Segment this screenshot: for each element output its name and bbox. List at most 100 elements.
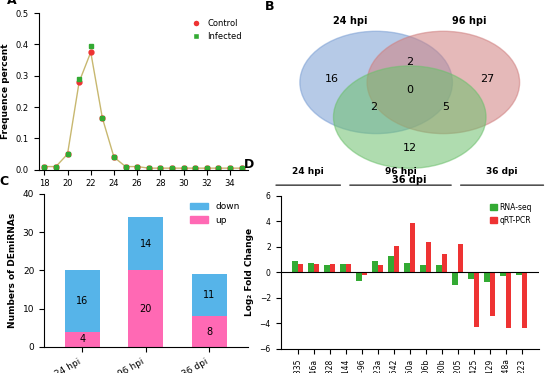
Control bbox=[238, 166, 245, 170]
Text: 27: 27 bbox=[480, 74, 494, 84]
Infected bbox=[134, 164, 140, 169]
Infected bbox=[41, 164, 48, 169]
Bar bbox=[192, 274, 227, 316]
Bar bbox=[468, 272, 474, 279]
Text: 12: 12 bbox=[403, 143, 417, 153]
Line: Control: Control bbox=[42, 50, 244, 170]
Bar bbox=[516, 272, 521, 275]
Bar bbox=[442, 254, 447, 272]
Text: 0: 0 bbox=[406, 85, 413, 95]
Bar bbox=[410, 223, 415, 272]
Infected bbox=[169, 166, 175, 170]
Bar bbox=[308, 263, 314, 272]
Legend: RNA-seq, qRT-PCR: RNA-seq, qRT-PCR bbox=[487, 200, 535, 228]
Control bbox=[41, 164, 48, 169]
Control bbox=[111, 155, 117, 159]
Text: D: D bbox=[244, 158, 255, 171]
Control bbox=[122, 164, 129, 169]
Text: 16: 16 bbox=[325, 74, 339, 84]
Text: 14: 14 bbox=[140, 239, 152, 249]
Control bbox=[53, 164, 59, 169]
Infected bbox=[122, 164, 129, 169]
Infected bbox=[111, 155, 117, 159]
Text: A: A bbox=[7, 0, 17, 7]
Bar bbox=[324, 265, 330, 272]
Y-axis label: Log₂ Fold Change: Log₂ Fold Change bbox=[245, 228, 254, 316]
Control bbox=[215, 166, 222, 170]
Text: 24 hpi: 24 hpi bbox=[333, 16, 367, 26]
Bar bbox=[346, 264, 351, 272]
Text: 11: 11 bbox=[203, 290, 216, 300]
Control bbox=[146, 166, 152, 170]
Bar bbox=[404, 263, 410, 272]
Infected bbox=[238, 166, 245, 170]
Legend: down, up: down, up bbox=[186, 198, 243, 228]
Circle shape bbox=[333, 66, 486, 168]
Bar bbox=[426, 242, 431, 272]
Control bbox=[87, 50, 94, 54]
Infected bbox=[99, 116, 106, 120]
Control bbox=[227, 166, 233, 170]
Bar bbox=[128, 270, 163, 347]
Circle shape bbox=[300, 31, 453, 134]
Text: C: C bbox=[0, 175, 8, 188]
Control bbox=[169, 166, 175, 170]
Text: 36 dpi: 36 dpi bbox=[486, 167, 518, 176]
Text: 5: 5 bbox=[442, 102, 449, 112]
Control bbox=[192, 166, 199, 170]
Bar bbox=[330, 264, 336, 272]
Bar bbox=[340, 264, 346, 272]
Control bbox=[157, 166, 164, 170]
Bar bbox=[521, 272, 527, 328]
Line: Infected: Infected bbox=[42, 44, 244, 170]
Bar bbox=[388, 256, 394, 272]
Legend: Control, Infected: Control, Infected bbox=[186, 17, 243, 43]
Bar bbox=[500, 272, 505, 276]
Bar bbox=[292, 261, 298, 272]
Bar bbox=[362, 272, 367, 275]
Y-axis label: Frequence percent: Frequence percent bbox=[1, 44, 10, 139]
Bar bbox=[474, 272, 479, 327]
Bar bbox=[394, 245, 399, 272]
Bar bbox=[65, 270, 100, 332]
Infected bbox=[87, 44, 94, 48]
Control bbox=[64, 152, 71, 156]
Infected bbox=[180, 166, 187, 170]
Text: 96 hpi: 96 hpi bbox=[452, 16, 486, 26]
Control bbox=[134, 164, 140, 169]
Bar bbox=[452, 272, 458, 285]
Bar bbox=[314, 264, 320, 272]
X-axis label: Length (nt): Length (nt) bbox=[112, 194, 174, 204]
Control bbox=[99, 116, 106, 120]
Bar bbox=[128, 217, 163, 270]
Text: 2: 2 bbox=[370, 102, 377, 112]
Text: 96 hpi: 96 hpi bbox=[384, 167, 416, 176]
Bar bbox=[458, 244, 463, 272]
Bar bbox=[298, 264, 304, 272]
Text: 2: 2 bbox=[406, 57, 413, 67]
Bar bbox=[356, 272, 362, 281]
Text: 20: 20 bbox=[140, 304, 152, 314]
Bar bbox=[372, 261, 378, 272]
Infected bbox=[53, 164, 59, 169]
Text: 4: 4 bbox=[79, 334, 85, 344]
Text: 16: 16 bbox=[76, 296, 89, 306]
Infected bbox=[76, 76, 82, 81]
Infected bbox=[227, 166, 233, 170]
Text: B: B bbox=[265, 0, 274, 13]
Infected bbox=[157, 166, 164, 170]
Bar bbox=[65, 332, 100, 347]
Text: 24 hpi: 24 hpi bbox=[292, 167, 324, 176]
Control bbox=[76, 80, 82, 84]
Bar bbox=[484, 272, 490, 282]
Bar bbox=[505, 272, 512, 328]
Bar bbox=[436, 265, 442, 272]
Infected bbox=[146, 166, 152, 170]
Infected bbox=[192, 166, 199, 170]
Control bbox=[180, 166, 187, 170]
Circle shape bbox=[367, 31, 520, 134]
Y-axis label: Numbers of DEmiRNAs: Numbers of DEmiRNAs bbox=[8, 213, 17, 328]
Bar bbox=[490, 272, 496, 316]
Bar bbox=[378, 265, 383, 272]
Infected bbox=[204, 166, 210, 170]
